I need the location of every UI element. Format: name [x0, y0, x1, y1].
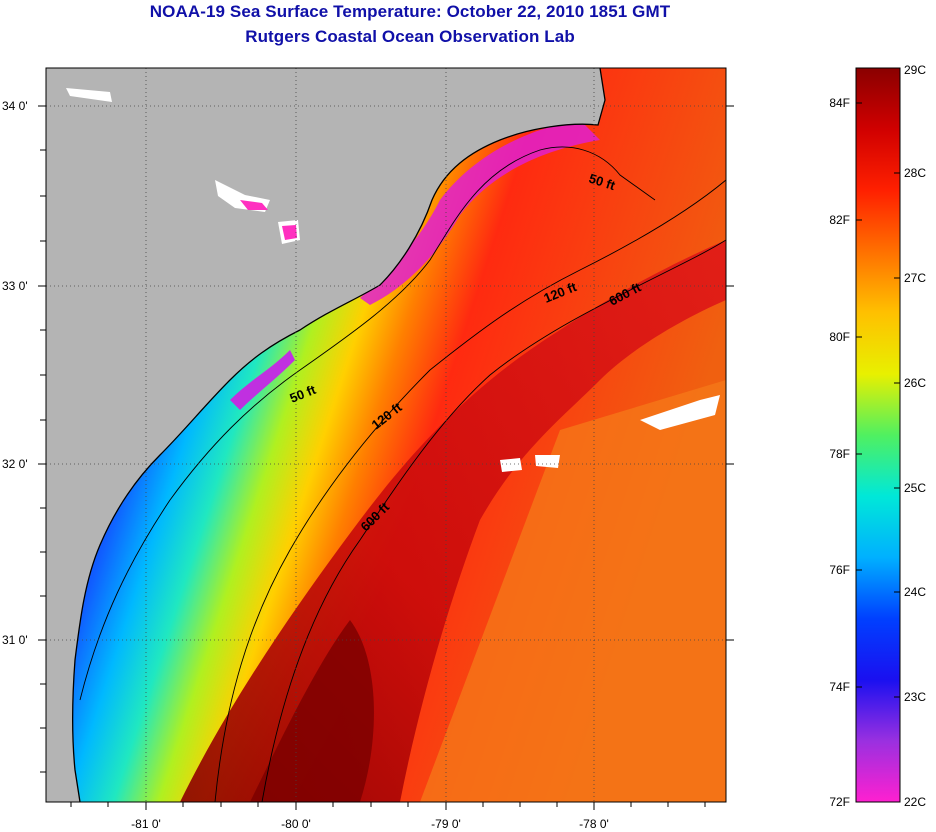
colorbar-f-label: 82F [829, 213, 850, 227]
colorbar-f-label: 74F [829, 680, 850, 694]
land-mass [46, 68, 605, 802]
cloud-patch [640, 395, 720, 430]
map-frame [45, 67, 727, 803]
colorbar-scale [856, 68, 900, 802]
colorbar-f-label: 80F [829, 330, 850, 344]
offshore-warm-region [420, 380, 726, 802]
isobath-50ft [79, 146, 656, 701]
colorbar-f-label: 76F [829, 563, 850, 577]
cold-nearshore-band [360, 120, 600, 305]
map-area: 50 ft 50 ft 120 ft 120 ft 600 ft 600 ft [46, 68, 726, 802]
colorbar-ticks [856, 67, 900, 698]
lat-label: 33 0' [2, 279, 28, 293]
lake-moultrie-water [282, 225, 297, 240]
lake-marion-water [240, 200, 268, 210]
lon-label: -78 0' [579, 817, 609, 831]
colorbar: 84F 82F 80F 78F 76F 74F 72F 29C 28C 27C … [829, 63, 926, 809]
lon-label: -79 0' [431, 817, 461, 831]
colorbar-c-label: 28C [904, 166, 926, 180]
colorbar-f-label: 72F [829, 795, 850, 809]
graticule [46, 68, 726, 802]
colorbar-frame [855, 67, 901, 803]
lake-north [66, 88, 112, 102]
colorbar-c-label: 27C [904, 271, 926, 285]
lat-label: 32 0' [2, 457, 28, 471]
lat-label: 34 0' [2, 99, 28, 113]
colorbar-c-label: 24C [904, 585, 926, 599]
gulf-stream-core [180, 240, 726, 802]
colorbar-c-label: 29C [904, 63, 926, 77]
coastline [72, 68, 606, 802]
isobath-120ft [214, 179, 726, 802]
cloud-patch-small [500, 455, 560, 472]
gulf-stream-darkest [250, 620, 374, 802]
isobath-600ft [261, 239, 726, 802]
colorbar-c-label: 23C [904, 690, 926, 704]
colorbar-c-label: 22C [904, 795, 926, 809]
map-subtitle: Rutgers Coastal Ocean Observation Lab [245, 27, 575, 46]
lon-label: -81 0' [131, 817, 161, 831]
colorbar-f-label: 84F [829, 96, 850, 110]
colorbar-c-label: 25C [904, 481, 926, 495]
cold-nearshore-patch [230, 350, 295, 410]
lon-label: -80 0' [281, 817, 311, 831]
colorbar-c-label: 26C [904, 376, 926, 390]
map-title: NOAA-19 Sea Surface Temperature: October… [149, 2, 671, 21]
colorbar-f-label: 78F [829, 447, 850, 461]
map-ticks [38, 105, 734, 810]
lat-label: 31 0' [2, 633, 28, 647]
